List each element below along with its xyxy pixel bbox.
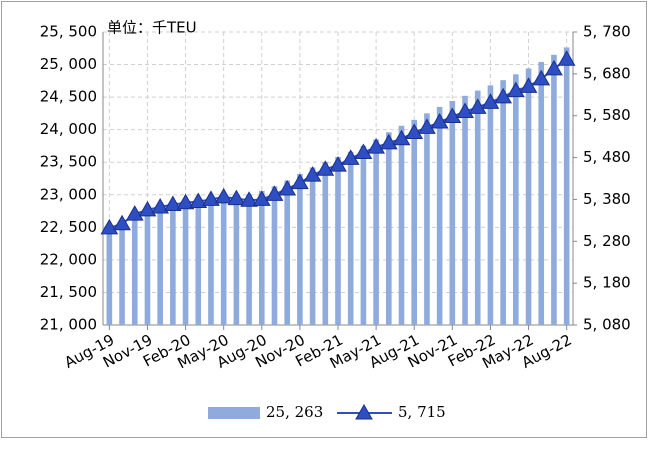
line-marker	[481, 93, 500, 109]
bar	[538, 61, 545, 325]
line-marker	[456, 102, 474, 119]
annotation: 单位：千TEU	[107, 19, 197, 37]
bar	[373, 139, 379, 325]
legend-label: 5, 715	[398, 403, 446, 421]
bar	[474, 90, 481, 325]
bar	[386, 132, 392, 325]
bar	[347, 151, 354, 325]
bar	[144, 214, 151, 325]
y-tick-label: 21, 000	[40, 316, 97, 334]
bar	[462, 95, 468, 325]
line-marker	[138, 200, 157, 217]
bar	[525, 68, 532, 325]
y2-tick-label: 5, 580	[583, 106, 631, 124]
bar	[182, 205, 189, 325]
bar	[195, 203, 202, 325]
y2-tick-label: 5, 280	[583, 232, 631, 250]
line-marker	[176, 193, 195, 210]
line-marker	[468, 98, 487, 114]
bar	[424, 113, 430, 325]
y-tick-label: 23, 000	[40, 185, 97, 203]
line-marker	[151, 197, 170, 214]
line-marker	[240, 191, 258, 207]
line-marker	[291, 173, 309, 190]
bar	[513, 74, 519, 325]
bar	[271, 186, 278, 325]
line-marker	[494, 87, 512, 104]
line-marker	[329, 156, 347, 172]
bar	[106, 228, 113, 325]
y-tick-label: 23, 500	[40, 153, 97, 171]
line-marker	[545, 59, 563, 76]
y2-tick-label: 5, 680	[583, 64, 631, 82]
bar	[119, 224, 125, 325]
line-marker	[252, 190, 271, 206]
y-tick-label: 24, 500	[40, 88, 97, 106]
bar	[246, 194, 252, 325]
bar	[500, 80, 506, 325]
bar	[208, 202, 214, 325]
bar	[284, 180, 290, 325]
legend-marker	[355, 403, 373, 420]
bar	[551, 54, 557, 326]
line-marker	[100, 218, 119, 235]
bar	[297, 173, 303, 325]
bar	[487, 85, 494, 325]
y2-tick-label: 5, 380	[583, 190, 631, 208]
bar	[563, 47, 570, 325]
legend-label: 25, 263	[266, 403, 323, 421]
line-marker	[341, 149, 360, 165]
y-tick-label: 25, 000	[40, 55, 97, 73]
line-marker	[214, 187, 233, 204]
line-marker	[379, 133, 398, 150]
y2-tick-label: 5, 480	[583, 148, 631, 166]
bar	[170, 207, 176, 325]
bar	[157, 210, 163, 325]
line-marker	[303, 166, 322, 182]
line-marker	[392, 129, 411, 146]
line-marker	[202, 190, 220, 206]
line-marker	[557, 50, 576, 66]
y2-tick-label: 5, 780	[583, 23, 631, 41]
line-marker	[113, 214, 131, 231]
bar	[360, 145, 367, 325]
line-marker	[189, 192, 208, 209]
line-marker	[367, 138, 385, 154]
line-marker	[227, 189, 246, 206]
y-tick-label: 24, 000	[40, 120, 97, 138]
line-marker	[418, 118, 436, 134]
line-marker	[354, 143, 373, 160]
line-marker	[532, 69, 551, 86]
bar	[131, 219, 138, 325]
bar	[220, 199, 227, 325]
line-marker	[506, 81, 525, 98]
line-marker	[405, 123, 424, 139]
bar	[309, 167, 316, 325]
line-marker	[519, 77, 538, 93]
bar	[233, 197, 240, 325]
line-marker	[430, 112, 449, 129]
y-tick-label: 22, 000	[40, 250, 97, 268]
bar	[322, 162, 329, 325]
bar	[411, 119, 418, 326]
line-marker	[164, 195, 182, 211]
line-marker	[265, 185, 284, 201]
line-marker	[316, 160, 335, 176]
y-tick-label: 21, 500	[40, 283, 97, 301]
line-marker	[125, 205, 144, 221]
y2-tick-label: 5, 180	[583, 274, 631, 292]
bar	[258, 190, 265, 325]
legend-swatch	[208, 407, 260, 419]
bar	[398, 125, 405, 325]
bar	[449, 101, 456, 325]
line-marker	[443, 107, 462, 124]
y-tick-label: 22, 500	[40, 218, 97, 236]
bar	[436, 106, 443, 325]
line-marker	[278, 179, 297, 196]
bar	[335, 157, 341, 325]
y2-tick-label: 5, 080	[583, 316, 631, 334]
y-tick-label: 25, 500	[40, 23, 97, 41]
